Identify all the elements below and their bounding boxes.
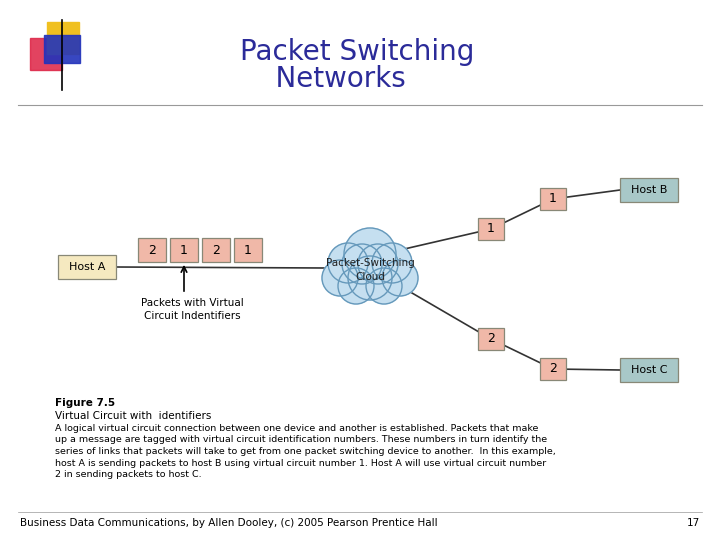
Text: A logical virtual circuit connection between one device and another is establish: A logical virtual circuit connection bet… <box>55 424 539 433</box>
Bar <box>30 38 62 70</box>
Text: 1: 1 <box>549 192 557 206</box>
Bar <box>47 22 79 54</box>
Text: 1: 1 <box>244 244 252 256</box>
Circle shape <box>328 243 368 283</box>
Text: Packet Switching: Packet Switching <box>240 38 474 66</box>
Bar <box>58 255 116 279</box>
Text: 2: 2 <box>212 244 220 256</box>
Circle shape <box>358 244 398 284</box>
Bar <box>202 238 230 262</box>
Bar <box>478 218 504 240</box>
Bar <box>138 238 166 262</box>
Text: 2 in sending packets to host C.: 2 in sending packets to host C. <box>55 470 202 479</box>
Text: host A is sending packets to host B using virtual circuit number 1. Host A will : host A is sending packets to host B usin… <box>55 458 546 468</box>
Bar <box>540 188 566 210</box>
Text: series of links that packets will take to get from one packet switching device t: series of links that packets will take t… <box>55 447 556 456</box>
Text: Host B: Host B <box>631 185 667 195</box>
Circle shape <box>348 256 392 300</box>
Circle shape <box>366 268 402 304</box>
Bar <box>620 358 678 382</box>
Bar <box>170 238 198 262</box>
Text: up a message are tagged with virtual circuit identification numbers. These numbe: up a message are tagged with virtual cir… <box>55 435 547 444</box>
Text: 2: 2 <box>148 244 156 256</box>
Bar <box>540 358 566 380</box>
Text: Figure 7.5: Figure 7.5 <box>55 398 115 408</box>
Circle shape <box>342 244 382 284</box>
Bar <box>44 35 80 63</box>
Circle shape <box>372 243 412 283</box>
Text: 1: 1 <box>487 222 495 235</box>
Circle shape <box>322 260 358 296</box>
Text: Business Data Communications, by Allen Dooley, (c) 2005 Pearson Prentice Hall: Business Data Communications, by Allen D… <box>20 518 438 528</box>
Text: Virtual Circuit with  identifiers: Virtual Circuit with identifiers <box>55 411 212 421</box>
Text: 2: 2 <box>487 333 495 346</box>
Text: Networks: Networks <box>240 65 406 93</box>
Circle shape <box>338 268 374 304</box>
Text: 17: 17 <box>687 518 700 528</box>
Circle shape <box>344 228 396 280</box>
Text: Packet-Switching
Cloud: Packet-Switching Cloud <box>325 258 415 282</box>
Bar <box>620 178 678 202</box>
Bar <box>478 328 504 350</box>
Text: 1: 1 <box>180 244 188 256</box>
Text: Packets with Virtual
Circuit Indentifiers: Packets with Virtual Circuit Indentifier… <box>140 298 243 321</box>
Circle shape <box>382 260 418 296</box>
Text: 2: 2 <box>549 362 557 375</box>
Text: Host A: Host A <box>69 262 105 272</box>
Text: Host C: Host C <box>631 365 667 375</box>
Bar <box>234 238 262 262</box>
